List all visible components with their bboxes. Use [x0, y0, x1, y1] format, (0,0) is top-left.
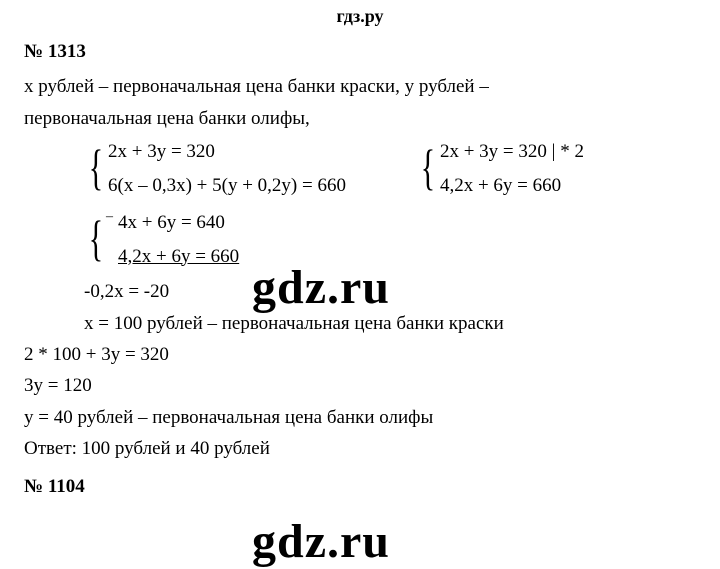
content-area: № 1313 x рублей – первоначальная цена ба… — [0, 31, 720, 501]
sys1-right-eq2: 4,2x + 6y = 660 — [440, 169, 584, 202]
system-1-left: { 2x + 3y = 320 6(x – 0,3x) + 5(y + 0,2y… — [84, 135, 346, 202]
system-2: { – 4x + 6y = 640 4,2x + 6y = 660 — [84, 206, 696, 273]
sys1-right-eq1: 2x + 3y = 320 | * 2 — [440, 135, 584, 168]
site-header: гдз.ру — [0, 0, 720, 31]
step-4: 3y = 120 — [24, 371, 696, 400]
step-1: -0,2x = -20 — [24, 277, 696, 306]
brace-icon: { — [89, 218, 103, 258]
sys1-left-eq2: 6(x – 0,3x) + 5(y + 0,2y) = 660 — [108, 169, 346, 202]
system-pair-1: { 2x + 3y = 320 6(x – 0,3x) + 5(y + 0,2y… — [84, 135, 696, 202]
problem-number: № 1313 — [24, 37, 696, 66]
sys2-eq2: 4,2x + 6y = 660 — [108, 240, 239, 273]
step-5: y = 40 рублей – первоначальная цена банк… — [24, 403, 696, 432]
intro-line-1: x рублей – первоначальная цена банки кра… — [24, 72, 696, 101]
watermark-2: gdz.ru — [252, 514, 390, 569]
system-1-right: { 2x + 3y = 320 | * 2 4,2x + 6y = 660 — [416, 135, 584, 202]
brace-icon: { — [421, 147, 435, 187]
sys1-left-eq1: 2x + 3y = 320 — [108, 135, 346, 168]
step-3: 2 * 100 + 3y = 320 — [24, 340, 696, 369]
subtraction-sign: – — [106, 206, 113, 228]
intro-line-2: первоначальная цена банки олифы, — [24, 104, 696, 133]
step-2: x = 100 рублей – первоначальная цена бан… — [24, 309, 696, 338]
next-problem-number: № 1104 — [24, 472, 696, 501]
brace-icon: { — [89, 147, 103, 187]
answer-line: Ответ: 100 рублей и 40 рублей — [24, 434, 696, 463]
sys2-eq1: 4x + 6y = 640 — [108, 206, 239, 239]
